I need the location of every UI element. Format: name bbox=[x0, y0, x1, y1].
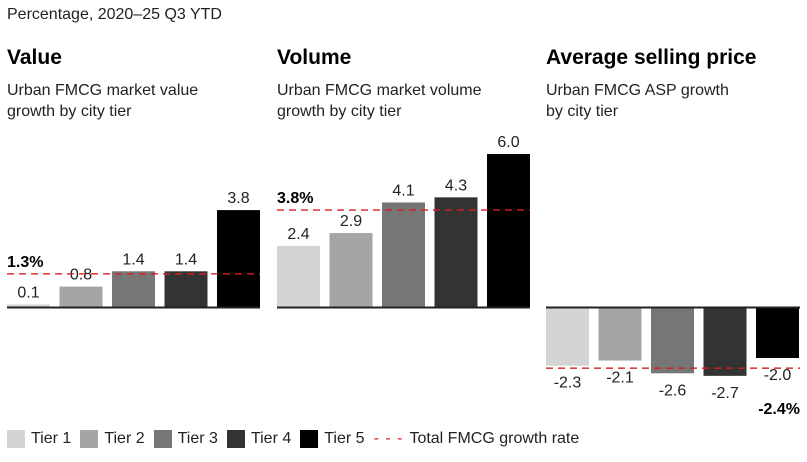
value-panel-title: Value bbox=[7, 46, 62, 69]
data-label: 3.8 bbox=[227, 190, 249, 207]
data-label: 2.4 bbox=[287, 226, 309, 243]
total-growth-label: 1.3% bbox=[7, 254, 43, 271]
legend-label: Tier 4 bbox=[250, 430, 292, 447]
data-label: 0.8 bbox=[70, 267, 92, 284]
legend-swatch bbox=[153, 430, 172, 448]
volume-subtitle-line-2: growth by city tier bbox=[277, 103, 402, 120]
data-label: 4.1 bbox=[392, 182, 414, 199]
data-label: -2.6 bbox=[659, 382, 687, 399]
legend-label: Tier 2 bbox=[104, 430, 145, 447]
data-label: -2.1 bbox=[606, 370, 634, 387]
data-label: 1.4 bbox=[122, 251, 144, 268]
data-label: 2.9 bbox=[340, 213, 362, 230]
volume-panel-title: Volume bbox=[277, 46, 352, 69]
value-subtitle-line-1: Urban FMCG market value bbox=[7, 82, 199, 99]
legend-label: Tier 3 bbox=[177, 430, 218, 447]
bar-tier-3 bbox=[112, 271, 155, 307]
legend-item-tier-4: Tier 4 bbox=[226, 430, 292, 448]
total-growth-label: 3.8% bbox=[277, 190, 313, 207]
asp-panel-title: Average selling price bbox=[546, 46, 757, 69]
bar-tier-5 bbox=[487, 154, 530, 307]
data-label: 6.0 bbox=[497, 134, 519, 151]
legend-item-tier-2: Tier 2 bbox=[80, 430, 145, 448]
volume-subtitle-line-1: Urban FMCG market volume bbox=[277, 82, 482, 99]
bar-tier-3 bbox=[651, 307, 694, 374]
bar-tier-1 bbox=[277, 245, 320, 307]
bar-tier-3 bbox=[382, 202, 425, 307]
unit-label: Percentage, 2020–25 Q3 YTD bbox=[7, 6, 222, 23]
data-label: 4.3 bbox=[445, 177, 467, 194]
legend-dashed-line-symbol: - - - bbox=[373, 430, 404, 447]
bar-tier-4 bbox=[434, 197, 478, 307]
data-label: -2.3 bbox=[554, 375, 582, 392]
bar-tier-2 bbox=[59, 286, 103, 307]
data-label: -2.7 bbox=[711, 385, 739, 402]
bar-tier-1 bbox=[7, 304, 50, 307]
legend-swatch bbox=[300, 430, 319, 448]
value-subtitle-line-2: growth by city tier bbox=[7, 103, 132, 120]
legend-item-total-line: - - - Total FMCG growth rate bbox=[374, 430, 580, 448]
legend-label: Tier 5 bbox=[324, 430, 365, 447]
legend-item-tier-3: Tier 3 bbox=[153, 430, 218, 448]
data-label: 1.4 bbox=[175, 251, 197, 268]
legend: Tier 1 Tier 2 Tier 3 Tier 4 Tier 5 - - -… bbox=[7, 430, 588, 448]
legend-item-tier-5: Tier 5 bbox=[300, 430, 365, 448]
data-label: 0.1 bbox=[17, 284, 39, 301]
legend-swatch bbox=[80, 430, 99, 448]
legend-label: Total FMCG growth rate bbox=[409, 430, 580, 447]
legend-item-tier-1: Tier 1 bbox=[7, 430, 71, 448]
bar-tier-4 bbox=[703, 307, 747, 376]
value-panel-subtitle: Urban FMCG market value growth by city t… bbox=[7, 80, 198, 122]
bar-tier-2 bbox=[329, 233, 373, 307]
bar-tier-1 bbox=[546, 307, 589, 366]
asp-panel-subtitle: Urban FMCG ASP growth by city tier bbox=[546, 80, 729, 122]
legend-swatch bbox=[226, 430, 245, 448]
legend-label: Tier 1 bbox=[31, 430, 72, 447]
volume-panel-subtitle: Urban FMCG market volume growth by city … bbox=[277, 80, 482, 122]
bar-tier-5 bbox=[217, 210, 260, 307]
data-label: -2.0 bbox=[764, 367, 792, 384]
bar-tier-5 bbox=[756, 307, 799, 358]
legend-swatch bbox=[7, 430, 25, 448]
bar-tier-2 bbox=[598, 307, 642, 361]
asp-subtitle-line-2: by city tier bbox=[546, 103, 619, 120]
asp-subtitle-line-1: Urban FMCG ASP growth bbox=[546, 82, 729, 99]
total-growth-label: -2.4% bbox=[758, 401, 800, 418]
bar-tier-4 bbox=[164, 271, 208, 307]
